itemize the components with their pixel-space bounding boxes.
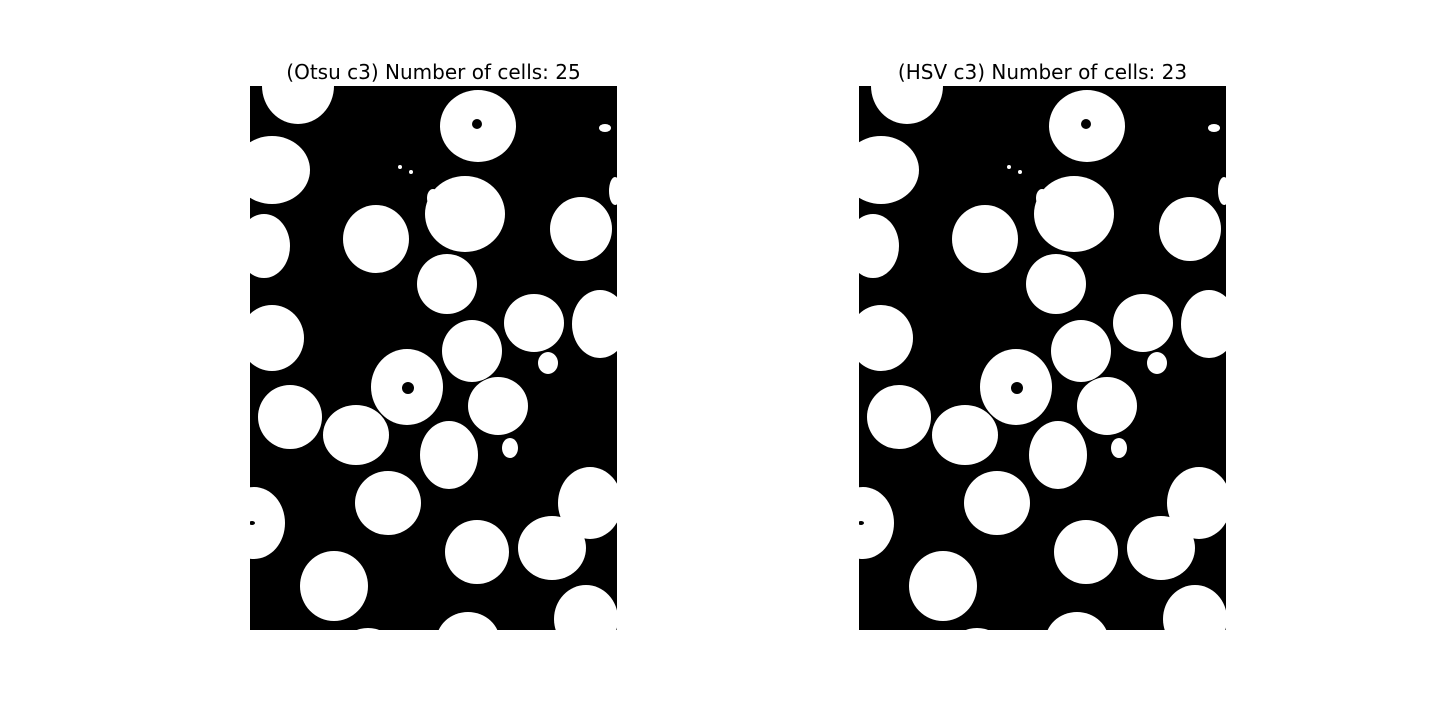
cell-blob <box>909 551 977 621</box>
cell-blob <box>1036 189 1048 207</box>
cell-blob <box>1111 438 1127 458</box>
cell-blob <box>518 516 586 580</box>
speck <box>398 165 402 169</box>
cell-blob <box>538 352 558 374</box>
cell-blob <box>554 585 617 630</box>
cell-hole <box>472 119 482 129</box>
cell-blob <box>442 320 502 382</box>
cell-blob <box>609 177 617 205</box>
cell-blob <box>1113 294 1173 352</box>
cell-blob <box>1051 320 1111 382</box>
cell-blob <box>952 205 1018 273</box>
cell-blob <box>343 205 409 273</box>
cell-blob <box>425 176 505 252</box>
cell-blob <box>550 197 612 261</box>
cell-hole <box>859 521 864 525</box>
cell-blob <box>1159 197 1221 261</box>
cell-blob <box>965 628 989 630</box>
cell-blob <box>964 471 1030 535</box>
cell-blob <box>1047 612 1107 630</box>
cell-blob <box>1181 290 1226 358</box>
cell-blob <box>1077 377 1137 435</box>
cell-hole <box>402 382 414 394</box>
cell-blob <box>1163 585 1226 630</box>
cell-blob <box>1054 520 1118 584</box>
cell-blob <box>438 612 498 630</box>
mask-canvas <box>859 86 1226 630</box>
cell-blob <box>250 136 310 204</box>
cell-blob <box>859 487 894 559</box>
cell-blob <box>258 385 322 449</box>
cell-blob <box>859 305 913 371</box>
cell-blob <box>355 471 421 535</box>
cell-blob <box>1167 467 1226 539</box>
mask-canvas <box>250 86 617 630</box>
segmentation-mask-otsu <box>250 86 617 630</box>
speck <box>1208 124 1220 132</box>
panel-title-hsv: (HSV c3) Number of cells: 23 <box>897 60 1188 84</box>
cell-blob <box>867 385 931 449</box>
cell-blob <box>356 628 380 630</box>
cell-blob <box>932 405 998 465</box>
cell-blob <box>1034 176 1114 252</box>
cell-blob <box>502 438 518 458</box>
cell-blob <box>468 377 528 435</box>
cell-blob <box>504 294 564 352</box>
cell-blob <box>859 136 919 204</box>
speck <box>409 170 413 174</box>
cell-blob <box>417 254 477 314</box>
panel-title-otsu: (Otsu c3) Number of cells: 25 <box>286 60 581 84</box>
cell-blob <box>250 487 285 559</box>
cell-blob <box>250 214 290 278</box>
cell-blob <box>1029 421 1087 489</box>
speck <box>1018 170 1022 174</box>
cell-hole <box>250 521 255 525</box>
cell-hole <box>1081 119 1091 129</box>
cell-blob <box>1147 352 1167 374</box>
cell-blob <box>427 189 439 207</box>
cell-blob <box>558 467 617 539</box>
cell-blob <box>1026 254 1086 314</box>
cell-blob <box>420 421 478 489</box>
cell-blob <box>1218 177 1226 205</box>
cell-blob <box>859 214 899 278</box>
cell-blob <box>871 86 943 124</box>
cell-blob <box>1127 516 1195 580</box>
cell-blob <box>262 86 334 124</box>
cell-hole <box>1011 382 1023 394</box>
speck <box>599 124 611 132</box>
cell-blob <box>300 551 368 621</box>
cell-blob <box>250 305 304 371</box>
segmentation-mask-hsv <box>859 86 1226 630</box>
speck <box>1007 165 1011 169</box>
cell-blob <box>445 520 509 584</box>
cell-blob <box>572 290 617 358</box>
cell-blob <box>323 405 389 465</box>
